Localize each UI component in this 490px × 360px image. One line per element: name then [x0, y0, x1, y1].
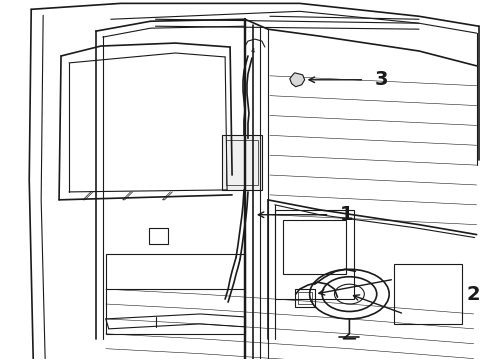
Text: 4: 4	[251, 48, 255, 54]
Bar	[148, 228, 169, 243]
Bar	[298, 292, 312, 304]
Bar	[294, 289, 315, 307]
Polygon shape	[290, 73, 305, 87]
Text: 2: 2	[467, 285, 480, 303]
Bar	[275, 210, 354, 299]
Text: 3: 3	[374, 70, 388, 89]
Bar	[226, 140, 258, 185]
Bar	[283, 220, 346, 274]
Bar	[106, 255, 245, 334]
Bar	[222, 135, 262, 190]
Bar	[394, 264, 462, 324]
Text: 1: 1	[340, 205, 353, 224]
